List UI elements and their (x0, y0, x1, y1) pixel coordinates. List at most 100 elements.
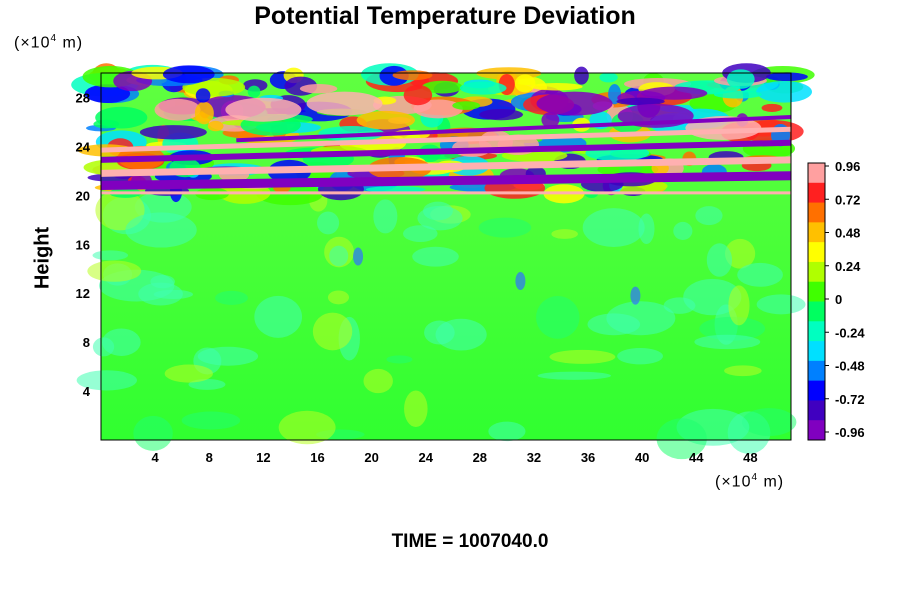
field-blob (694, 334, 761, 350)
field-blob (181, 411, 241, 430)
field-blob (537, 371, 611, 380)
field-blob (278, 410, 336, 445)
field-blob (741, 408, 797, 437)
field-blob (215, 290, 248, 305)
field-blob (317, 211, 340, 235)
field-blob (356, 110, 415, 130)
x-tick-label: 48 (743, 450, 757, 465)
field-blob (194, 101, 214, 125)
colorbar-swatch (808, 163, 825, 184)
colorbar-swatch (808, 281, 825, 302)
field-blob (417, 205, 463, 231)
field-blob (84, 84, 131, 104)
field-blob (306, 91, 383, 116)
field-blob (617, 347, 664, 365)
colorbar-tick-label: 0.96 (835, 159, 860, 174)
field-stripe (100, 171, 792, 191)
chart-title: Potential Temperature Deviation (254, 2, 636, 30)
field-blob (404, 390, 428, 428)
plot-frame (100, 72, 792, 441)
x-tick-label: 24 (418, 450, 433, 465)
colorbar-swatch (808, 261, 825, 283)
colorbar-tick-label: 0.24 (835, 259, 861, 274)
field-blob (541, 112, 560, 128)
field-blob (197, 346, 259, 366)
field-blob (599, 72, 618, 83)
y-tick-label: 12 (76, 286, 90, 301)
field-blob (164, 364, 213, 383)
field-stripe (236, 115, 792, 143)
field-blob (254, 295, 303, 338)
field-blob (673, 221, 693, 240)
plot-area (71, 63, 815, 460)
colorbar-swatch (808, 202, 825, 223)
field-blob (724, 365, 762, 377)
field-blob (327, 290, 350, 305)
x-axis-unit: (×104 m) (715, 472, 785, 491)
field-blob (713, 90, 762, 99)
colorbar-swatch (808, 341, 825, 362)
colorbar-swatch (808, 420, 825, 441)
field-blob (162, 65, 215, 84)
field-blob (392, 70, 433, 81)
x-tick-label: 44 (689, 450, 704, 465)
field-blob (312, 312, 353, 351)
colorbar-swatch (808, 222, 825, 243)
field-blob (695, 206, 723, 226)
field-blob (737, 262, 783, 287)
field-blob (353, 247, 364, 266)
y-tick-label: 28 (76, 90, 90, 105)
x-tick-label: 36 (581, 450, 595, 465)
x-tick-label: 32 (527, 450, 541, 465)
field-blob (515, 271, 526, 290)
field-blob (756, 294, 806, 315)
colorbar-swatch (808, 380, 825, 401)
field-blob (412, 246, 459, 267)
field-blob (574, 66, 589, 85)
y-tick-label: 16 (76, 237, 90, 252)
field-blob (329, 245, 349, 267)
colorbar: 0.96 0.72 0.48 0.24 0 -0.24 -0.48 -0.72 -0.96 (807, 159, 865, 441)
field-blob (728, 285, 750, 326)
field-blob (452, 101, 481, 110)
field-blob (756, 80, 812, 103)
x-tick-label: 40 (635, 450, 649, 465)
colorbar-swatch (808, 242, 825, 263)
field-blob (133, 415, 173, 451)
colorbar-tick-label: 0.48 (835, 226, 860, 241)
field-blob (551, 229, 578, 239)
field-blob (225, 97, 302, 122)
x-tick-label: 4 (152, 450, 160, 465)
field-blob (87, 260, 142, 282)
time-label: TIME = 1007040.0 (391, 531, 549, 552)
colorbar-swatch (808, 360, 825, 382)
field-blob (479, 108, 524, 121)
field-blob (403, 225, 438, 243)
field-blob (616, 97, 665, 106)
field-blob (582, 208, 645, 248)
field-blob (435, 318, 487, 351)
field-blob (699, 316, 766, 341)
field-blob (765, 72, 808, 82)
field-blob (640, 86, 708, 100)
field-stripe (100, 139, 792, 163)
field-blob (656, 418, 707, 460)
y-tick-label: 20 (76, 188, 90, 203)
field-blob (488, 421, 526, 442)
colorbar-swatch (808, 400, 825, 421)
field-stripe (100, 156, 792, 177)
x-tick-label: 12 (256, 450, 270, 465)
field-blob (95, 106, 148, 129)
y-tick-label: 8 (83, 335, 90, 350)
field-blob (549, 349, 616, 364)
field-blob (365, 186, 426, 193)
field-blob (587, 313, 641, 336)
field-blob (92, 250, 129, 261)
field-blob (536, 91, 613, 116)
field-blob (638, 213, 655, 244)
colorbar-tick-label: -0.24 (835, 325, 865, 340)
field-blob (153, 289, 194, 299)
field-blob (726, 69, 755, 89)
colorbar-tick-label: -0.48 (835, 359, 865, 374)
